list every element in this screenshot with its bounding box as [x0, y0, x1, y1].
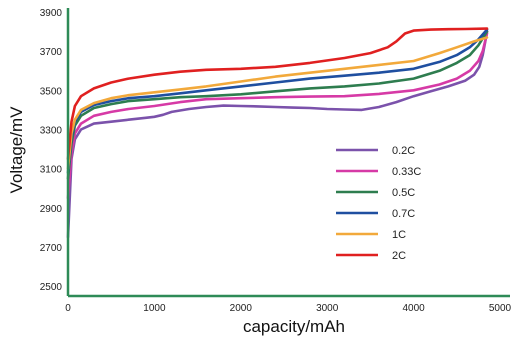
series-lines	[66, 27, 489, 239]
x-tick-label: 2000	[230, 303, 253, 314]
y-tick-label: 3300	[40, 126, 63, 137]
legend-label: 2C	[392, 250, 406, 262]
legend-label: 0.2C	[392, 145, 415, 157]
y-tick-labels: 2500 2700 2900 3100 3300 3500 3700 3900	[40, 8, 63, 293]
x-tick-label: 0	[65, 303, 71, 314]
y-tick-label: 2900	[40, 204, 63, 215]
series-line-2c	[66, 27, 489, 161]
series-line-0-33c	[66, 32, 489, 200]
y-tick-label: 2500	[40, 282, 63, 293]
legend-label: 0.33C	[392, 166, 421, 178]
legend-label: 0.7C	[392, 208, 415, 220]
x-tick-label: 4000	[402, 303, 425, 314]
y-tick-label: 2700	[40, 243, 63, 254]
legend: 0.2C 0.33C 0.5C 0.7C 1C 2C	[336, 145, 421, 262]
x-tick-labels: 0 1000 2000 3000 4000 5000	[65, 303, 511, 314]
y-tick-label: 3100	[40, 165, 63, 176]
x-tick-label: 5000	[489, 303, 512, 314]
y-tick-label: 3500	[40, 86, 63, 97]
legend-label: 0.5C	[392, 187, 415, 199]
y-axis-title: Voltage/mV	[7, 106, 26, 194]
series-line-0-5c	[66, 30, 489, 180]
y-tick-label: 3700	[40, 47, 63, 58]
x-tick-label: 3000	[316, 303, 339, 314]
y-tick-label: 3900	[40, 8, 63, 19]
series-line-0-7c	[66, 28, 489, 174]
series-line-0-2c	[66, 30, 489, 239]
series-line-1c	[66, 36, 489, 170]
x-axis-title: capacity/mAh	[243, 317, 345, 336]
x-tick-label: 1000	[143, 303, 166, 314]
legend-label: 1C	[392, 229, 406, 241]
